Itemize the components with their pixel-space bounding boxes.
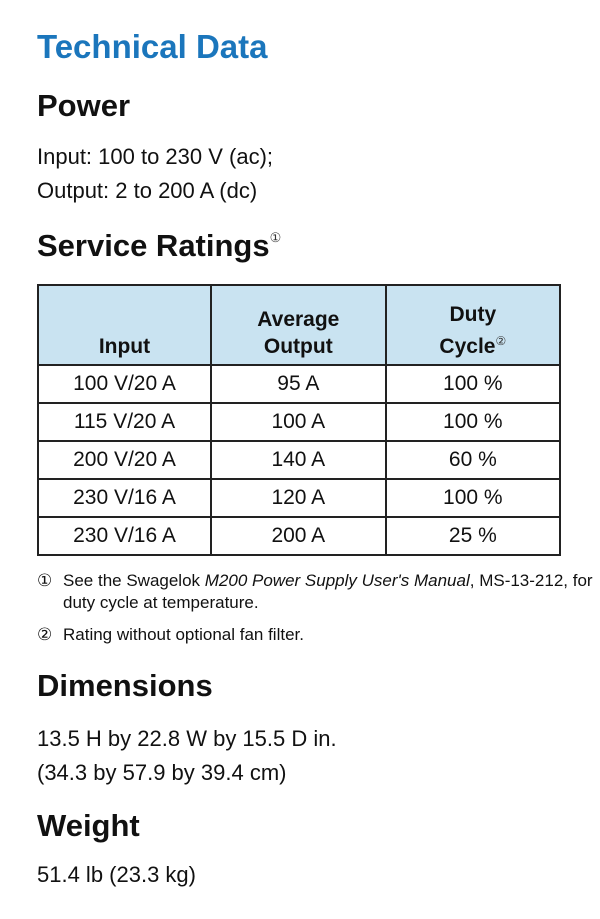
header-line: Average bbox=[212, 306, 385, 333]
table-cell: 140 A bbox=[209, 440, 387, 480]
text-line: (34.3 by 57.9 by 39.4 cm) bbox=[37, 760, 287, 785]
section-body: 51.4 lb (23.3 kg) bbox=[37, 858, 196, 892]
header-text: Duty bbox=[449, 303, 497, 326]
footnote-text: See the Swagelok bbox=[63, 571, 205, 590]
table-row: 230 V/16 A 200 A 25 % bbox=[37, 516, 562, 556]
table-row: 115 V/20 A 100 A 100 % bbox=[37, 402, 562, 442]
table-cell: 60 % bbox=[384, 440, 562, 480]
table-body: 100 V/20 A 95 A 100 % 115 V/20 A 100 A 100 % 2… bbox=[37, 364, 562, 556]
section-body: 13.5 H by 22.8 W by 15.5 D in. (34.3 by … bbox=[37, 722, 337, 790]
footnote-ref: ① bbox=[269, 230, 282, 245]
table-row: 200 V/20 A 140 A 60 % bbox=[37, 440, 562, 480]
table-cell: 95 A bbox=[209, 364, 387, 404]
text-line: Output: 2 to 200 A (dc) bbox=[37, 178, 258, 203]
heading-text: Service Ratings bbox=[37, 228, 270, 263]
table-cell: 115 V/20 A bbox=[37, 402, 212, 442]
footnote-text: Rating without optional fan filter. bbox=[63, 625, 304, 644]
table-cell: 200 A bbox=[209, 516, 387, 556]
header-cell: Input bbox=[37, 284, 212, 366]
text-line: 13.5 H by 22.8 W by 15.5 D in. bbox=[37, 726, 337, 751]
header-line: Input bbox=[39, 333, 210, 360]
section-heading: Dimensions bbox=[37, 668, 213, 703]
header-cell: Duty Cycle② bbox=[384, 284, 562, 366]
header-text: Cycle bbox=[439, 335, 496, 358]
header-text: Output bbox=[263, 335, 333, 358]
footnote-text: M200 Power Supply User's Manual bbox=[204, 571, 470, 590]
header-line: Output bbox=[212, 333, 385, 360]
section-heading: Weight bbox=[37, 808, 140, 843]
header-text: Input bbox=[98, 335, 151, 358]
footnote-ref: ② bbox=[495, 334, 507, 348]
footnote-marker: ② bbox=[37, 625, 53, 644]
page-title: Technical Data bbox=[37, 28, 268, 65]
footnote: ② Rating without optional fan filter. bbox=[37, 624, 593, 646]
table-cell: 200 V/20 A bbox=[37, 440, 212, 480]
header-row: Input Average Output Duty Cycle② bbox=[37, 284, 562, 366]
header-text: Average bbox=[257, 308, 340, 331]
footnote-text: , MS-13-212, for duty cycle at temperatu… bbox=[63, 571, 593, 612]
header-line: Cycle② bbox=[387, 328, 559, 360]
table-cell: 100 A bbox=[209, 402, 387, 442]
header-line: Duty bbox=[387, 301, 559, 328]
section-body: Input: 100 to 230 V (ac); Output: 2 to 2… bbox=[37, 140, 273, 208]
table-cell: 100 % bbox=[384, 478, 562, 518]
footnote: ① See the Swagelok M200 Power Supply User… bbox=[37, 570, 593, 614]
table-cell: 100 % bbox=[384, 402, 562, 442]
table-row: 230 V/16 A 120 A 100 % bbox=[37, 478, 562, 518]
footnote-marker: ① bbox=[37, 571, 53, 590]
footnotes: ① See the Swagelok M200 Power Supply User… bbox=[37, 570, 593, 656]
text-line: 51.4 lb (23.3 kg) bbox=[37, 862, 196, 887]
table-cell: 120 A bbox=[209, 478, 387, 518]
text-line: Input: 100 to 230 V (ac); bbox=[37, 144, 274, 169]
table-cell: 25 % bbox=[384, 516, 562, 556]
section-heading: Service Ratings① bbox=[37, 228, 281, 264]
header-cell: Average Output bbox=[209, 284, 387, 366]
table-cell: 230 V/16 A bbox=[37, 478, 212, 518]
table-row: 100 V/20 A 95 A 100 % bbox=[37, 364, 562, 404]
table-cell: 230 V/16 A bbox=[37, 516, 212, 556]
table-cell: 100 % bbox=[384, 364, 562, 404]
table-cell: 100 V/20 A bbox=[37, 364, 212, 404]
section-heading: Power bbox=[37, 88, 131, 123]
